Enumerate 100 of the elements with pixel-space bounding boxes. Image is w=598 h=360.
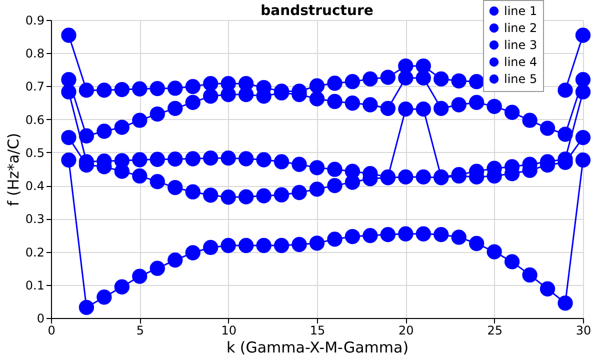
point — [362, 97, 378, 112]
point — [469, 236, 484, 252]
y-tick-label: 0.4 — [25, 179, 44, 194]
point — [220, 238, 236, 254]
y-tick-label: 0.1 — [25, 278, 44, 292]
point — [327, 232, 342, 247]
point — [185, 245, 200, 260]
y-axis-title: f (Hz*a/C) — [4, 132, 22, 206]
point — [114, 120, 130, 135]
x-tick-label: 25 — [487, 324, 502, 338]
point — [61, 72, 76, 88]
point — [220, 190, 236, 205]
point — [398, 102, 414, 117]
point — [398, 169, 414, 185]
point — [344, 228, 360, 244]
point — [132, 81, 148, 96]
point — [203, 150, 218, 166]
point — [558, 82, 573, 98]
point — [292, 156, 307, 172]
point — [309, 182, 325, 197]
point — [132, 268, 148, 284]
point — [238, 189, 254, 204]
point — [469, 94, 484, 110]
point — [416, 169, 431, 185]
point — [380, 70, 396, 85]
point — [451, 230, 466, 245]
y-tick-label: 0.8 — [25, 46, 44, 61]
point — [185, 78, 200, 94]
legend-label: line 3 — [504, 38, 538, 52]
point — [327, 76, 342, 91]
y-tick-label: 0.6 — [25, 112, 44, 127]
point — [540, 120, 556, 136]
point — [558, 296, 573, 311]
point — [168, 252, 183, 268]
point — [522, 112, 538, 128]
x-tick-label: 15 — [310, 324, 326, 338]
point — [114, 279, 130, 294]
point — [168, 152, 183, 167]
point — [61, 152, 76, 168]
point — [486, 244, 502, 260]
point — [292, 236, 307, 252]
point — [575, 130, 591, 146]
point — [309, 160, 325, 176]
point — [416, 102, 431, 117]
point — [398, 58, 414, 74]
x-axis-title: k (Gamma-X-M-Gamma) — [226, 338, 409, 356]
point — [274, 238, 290, 254]
point — [434, 226, 449, 242]
y-tick-label: 0 — [36, 312, 44, 326]
point — [575, 72, 591, 88]
point — [344, 96, 360, 111]
point — [416, 226, 431, 242]
point — [575, 28, 591, 43]
point — [309, 78, 325, 94]
point — [96, 82, 112, 98]
point — [380, 226, 396, 242]
point — [486, 98, 502, 114]
point — [575, 152, 591, 168]
point — [150, 106, 165, 122]
point — [256, 188, 272, 204]
point — [327, 94, 342, 110]
point — [256, 152, 272, 168]
point — [132, 152, 148, 168]
y-tick-label: 0.2 — [25, 245, 44, 260]
x-tick-label: 10 — [221, 324, 236, 338]
point — [469, 74, 484, 90]
legend-label: line 2 — [504, 21, 538, 35]
point — [416, 58, 431, 74]
point — [362, 228, 378, 244]
point — [504, 254, 520, 270]
point — [256, 238, 272, 254]
point — [380, 100, 396, 116]
point — [274, 154, 290, 170]
point — [522, 267, 538, 283]
point — [168, 80, 183, 96]
point — [203, 188, 218, 203]
y-tick-label: 0.7 — [25, 80, 44, 94]
point — [504, 104, 520, 120]
point — [78, 128, 94, 144]
point — [185, 151, 200, 166]
legend-label: line 1 — [504, 4, 538, 18]
point — [150, 174, 165, 190]
point — [434, 71, 449, 87]
x-tick-label: 30 — [576, 324, 592, 338]
point — [344, 164, 360, 179]
point — [185, 94, 200, 110]
point — [61, 28, 76, 43]
point — [150, 260, 165, 276]
x-tick-label: 20 — [398, 324, 414, 338]
point — [203, 76, 218, 92]
point — [398, 226, 414, 242]
point — [114, 82, 130, 98]
x-tick-label: 0 — [48, 324, 56, 338]
point — [168, 180, 183, 196]
point — [96, 124, 112, 139]
point — [362, 71, 378, 87]
point — [185, 184, 200, 200]
point — [114, 153, 130, 168]
chart-title: bandstructure — [260, 3, 374, 19]
point — [327, 162, 342, 177]
